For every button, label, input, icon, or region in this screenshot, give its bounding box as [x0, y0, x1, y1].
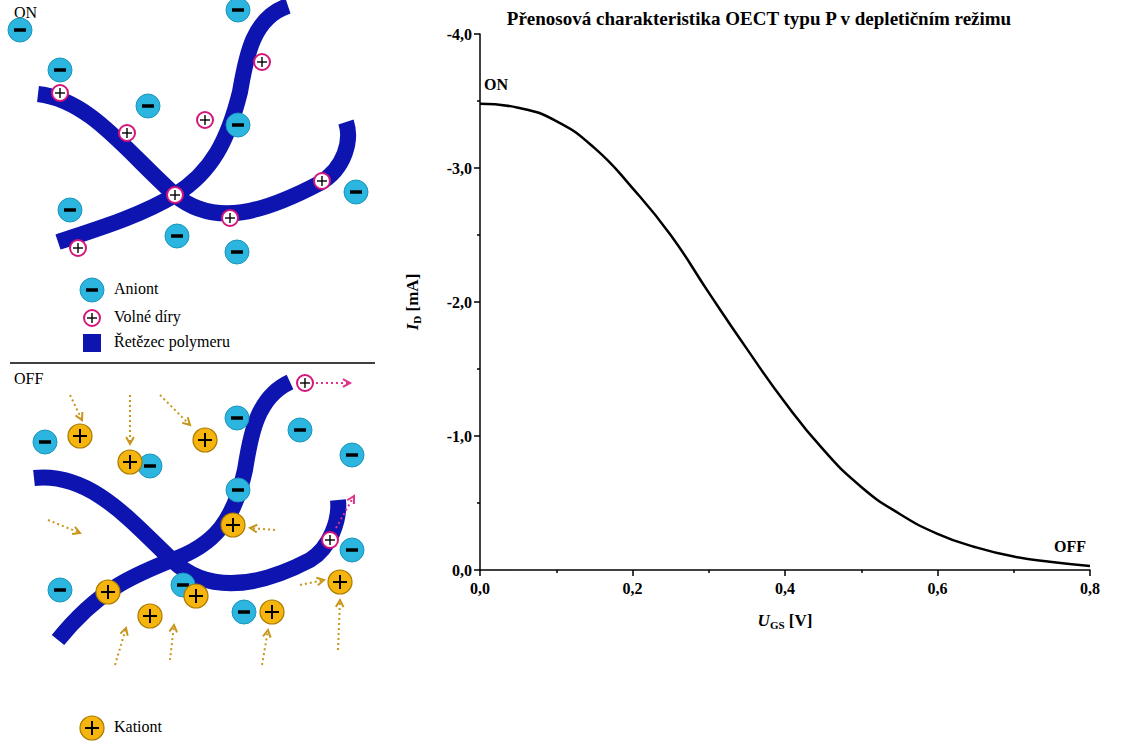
svg-text:Volné díry: Volné díry	[114, 308, 181, 326]
svg-text:0,4: 0,4	[775, 580, 795, 597]
svg-text:[V]: [V]	[785, 611, 813, 630]
svg-text:GS: GS	[770, 619, 785, 631]
svg-text:Kationt: Kationt	[114, 718, 163, 735]
svg-text:I: I	[402, 323, 422, 331]
svg-text:U: U	[758, 611, 771, 630]
svg-text:-4,0: -4,0	[447, 26, 472, 43]
svg-text:D: D	[411, 316, 423, 324]
svg-text:-2,0: -2,0	[447, 294, 472, 311]
svg-text:Aniont: Aniont	[114, 280, 159, 297]
svg-text:OFF: OFF	[1054, 538, 1086, 555]
svg-text:-3,0: -3,0	[447, 160, 472, 177]
svg-text:Řetězec polymeru: Řetězec polymeru	[114, 332, 230, 351]
svg-text:-1,0: -1,0	[447, 428, 472, 445]
svg-text:0,0: 0,0	[452, 562, 472, 579]
svg-text:0,8: 0,8	[1080, 580, 1100, 597]
svg-text:Přenosová charakteristika OECT: Přenosová charakteristika OECT typu P v …	[507, 8, 1012, 29]
svg-text:0,6: 0,6	[928, 580, 948, 597]
svg-text:0,2: 0,2	[623, 580, 643, 597]
svg-text:[mA]: [mA]	[403, 274, 422, 316]
svg-text:ON: ON	[484, 76, 508, 93]
svg-text:OFF: OFF	[14, 370, 43, 387]
svg-text:0,0: 0,0	[470, 580, 490, 597]
svg-text:ON: ON	[14, 3, 38, 21]
